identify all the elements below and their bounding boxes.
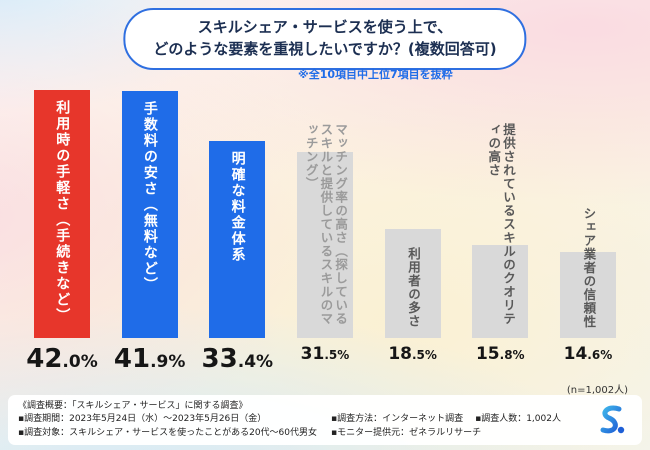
title-line2: どのような要素を重視したいですか？(複数回答可) [153, 39, 497, 58]
survey-outline-left: 《調査概要：「スキルシェア・サービス」に関する調査》 ▪調査期間：2023年5月… [18, 400, 323, 441]
bar-label: 明確な料金体系 [229, 151, 246, 263]
survey-period: ▪調査期間：2023年5月24日（水）～2023年5月26日（金） [18, 414, 267, 424]
bar-value: 15.8% [475, 344, 525, 364]
bar-column: シェア業者の信頼性 14.6% [546, 86, 630, 364]
bar-value: 42.0% [26, 344, 98, 374]
bar-value: 41.9% [113, 344, 186, 374]
bar [384, 229, 441, 338]
bar-value: 33.4% [201, 344, 274, 374]
s-logo-icon [600, 405, 625, 434]
bar [209, 141, 266, 338]
bar-column: 手数料の安さ（無料など） 41.9% [108, 86, 192, 374]
title-line1: スキルシェア・サービスを使う上で、 [197, 18, 453, 36]
top7-note: ※全10項目中上位7項目を抜粋 [298, 68, 453, 81]
survey-count: ▪調査人数：1,002人 [475, 414, 561, 424]
survey-outline-box: 《調査概要：「スキルシェア・サービス」に関する調査》 ▪調査期間：2023年5月… [8, 394, 642, 445]
survey-monitor: ▪モニター提供元：ゼネラルリサーチ [331, 427, 482, 438]
bar [559, 252, 616, 338]
bar-value: 14.6% [563, 344, 613, 364]
bar-label: 提供されているスキルのクオリティの高さ [486, 123, 517, 326]
bar-value: 18.5% [388, 344, 437, 364]
brand-logo [592, 400, 632, 441]
bar-column: 利用時の手軽さ（手続きなど） 42.0% [20, 86, 104, 374]
bar-label: 利用時の手軽さ（手続きなど） [54, 100, 71, 324]
bar-label: 利用者の多さ [406, 247, 421, 328]
bar [121, 91, 178, 338]
bar-label: 手数料の安さ（無料など） [141, 101, 158, 293]
bar-value: 31.5% [300, 344, 350, 364]
survey-outline-heading: 《調査概要：「スキルシェア・サービス」に関する調査》 [18, 400, 248, 411]
bar-label: マッチング率の高さ（探しているスキルと提供しているスキルのマッチング） [303, 123, 349, 326]
survey-method: ▪調査方法：インターネット調査 [331, 414, 464, 424]
bar-label: シェア業者の信頼性 [581, 206, 597, 329]
bar-column: 明確な料金体系 33.4% [195, 86, 279, 374]
bar [34, 90, 90, 338]
bar-chart: 利用時の手軽さ（手続きなど） 42.0% 手数料の安さ（無料など） 41.9% 明確な料… [20, 86, 630, 374]
bar [472, 245, 529, 338]
bar-column: マッチング率の高さ（探しているスキルと提供しているスキルのマッチング） 31.5% [283, 86, 367, 364]
bar-column: 提供されているスキルのクオリティの高さ 15.8% [458, 86, 542, 364]
bar [296, 152, 353, 338]
survey-target: ▪調査対象：スキルシェア・サービスを使ったことがある20代～60代男女 [18, 427, 318, 438]
survey-question-title: スキルシェア・サービスを使う上で、 どのような要素を重視したいですか？(複数回答… [123, 8, 527, 70]
bar-column: 利用者の多さ 18.5% [371, 86, 455, 364]
survey-outline-right: ▪調査方法：インターネット調査 ▪調査人数：1,002人 ▪モニター提供元：ゼネ… [331, 400, 584, 441]
sample-size-label: (n=1,002人) [566, 385, 628, 396]
